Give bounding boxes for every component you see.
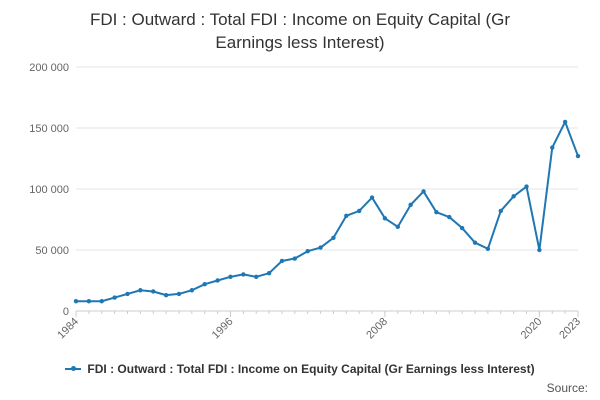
data-point (266, 270, 272, 276)
chart-title-line-2: Earnings less Interest) (215, 33, 385, 52)
data-point (305, 249, 310, 254)
data-point (395, 224, 400, 230)
data-point (344, 213, 349, 219)
data-point (459, 225, 465, 231)
x-tick-label: 2023 (557, 316, 583, 342)
data-point (99, 299, 104, 304)
x-tick-label: 2020 (519, 316, 545, 342)
data-point (215, 278, 220, 283)
x-tick-label: 2008 (364, 316, 390, 342)
data-point (318, 245, 323, 250)
data-point (550, 145, 555, 150)
data-point (292, 256, 298, 261)
data-point (421, 189, 426, 194)
data-point (575, 153, 581, 159)
series-line (76, 120, 579, 303)
data-point (163, 292, 169, 298)
legend: FDI : Outward : Total FDI : Income on Eq… (0, 362, 600, 376)
y-tick-label: 100 000 (29, 184, 69, 196)
data-point (472, 240, 478, 245)
data-point (498, 208, 503, 214)
data-point (112, 295, 117, 300)
data-point (485, 246, 491, 251)
source-label: Source: (546, 381, 588, 395)
y-tick-label: 200 000 (29, 62, 69, 74)
data-point (331, 235, 336, 240)
chart-title: FDI : Outward : Total FDI : Income on Eq… (0, 8, 600, 54)
x-tick-label: 1996 (210, 316, 236, 342)
data-point (382, 216, 388, 221)
data-point (176, 291, 182, 297)
data-point (86, 299, 92, 304)
data-point (151, 289, 156, 294)
data-point (511, 194, 516, 199)
data-point (73, 299, 79, 304)
data-point (434, 209, 439, 215)
y-tick-label: 0 (63, 306, 69, 318)
data-point (138, 288, 143, 293)
data-point (125, 291, 130, 297)
legend-swatch (65, 366, 82, 371)
data-point (228, 274, 233, 280)
data-point (447, 214, 452, 220)
data-point (279, 258, 285, 264)
data-point (562, 119, 568, 125)
legend-marker-icon (71, 366, 77, 371)
legend-label: FDI : Outward : Total FDI : Income on Eq… (87, 362, 535, 376)
data-point (524, 184, 529, 189)
data-point (254, 274, 259, 280)
y-tick-label: 150 000 (29, 123, 69, 135)
data-point (537, 247, 542, 253)
data-point (241, 272, 246, 277)
x-tick-label: 1984 (55, 316, 81, 342)
data-point (369, 195, 375, 200)
data-point (202, 281, 207, 287)
data-point (189, 288, 195, 293)
chart-title-line-1: FDI : Outward : Total FDI : Income on Eq… (89, 10, 511, 29)
data-point (408, 202, 413, 208)
y-tick-label: 50 000 (35, 245, 69, 257)
data-point (356, 208, 362, 214)
